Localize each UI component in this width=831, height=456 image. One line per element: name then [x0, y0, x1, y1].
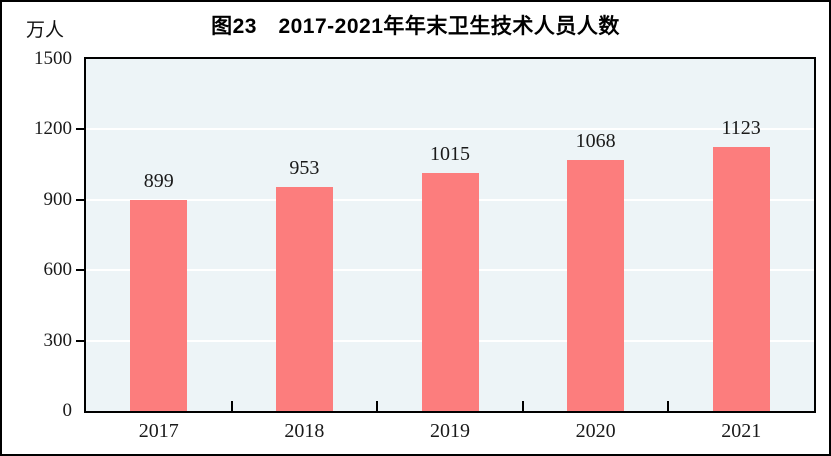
y-axis-tick-label: 1500 — [34, 48, 72, 69]
bar-2021 — [712, 147, 770, 411]
bar-value-label: 1015 — [430, 142, 470, 165]
y-axis-tick-label: 1200 — [34, 118, 72, 140]
y-axis-unit-label: 万人 — [26, 20, 65, 41]
y-axis-tick — [76, 339, 85, 342]
x-axis-label-2021: 2021 — [721, 420, 762, 442]
bar-2017 — [130, 200, 188, 411]
y-axis-tick-label: 0 — [62, 400, 73, 421]
gridline-1200 — [86, 128, 814, 131]
y-axis-tick-label: 900 — [43, 188, 73, 210]
y-axis-tick-label: 300 — [43, 329, 73, 351]
bar-value-label: 953 — [289, 157, 320, 180]
bar-2019 — [421, 172, 479, 411]
y-axis-tick — [76, 198, 85, 201]
y-axis-tick — [76, 128, 85, 131]
bar-2020 — [567, 160, 625, 411]
bar-value-label: 1068 — [575, 130, 616, 153]
bar-2018 — [275, 187, 333, 411]
x-axis-tick — [376, 401, 379, 411]
x-axis-label-2020: 2020 — [575, 420, 616, 442]
bar-value-label: 1123 — [721, 117, 761, 140]
x-axis-tick — [667, 401, 670, 411]
bar-value-label: 899 — [143, 170, 174, 193]
chart-title: 图23 2017-2021年年末卫生技术人员人数 — [211, 15, 620, 38]
x-axis-tick — [521, 401, 524, 411]
x-axis-label-2019: 2019 — [429, 420, 470, 442]
x-axis-tick — [230, 401, 233, 411]
y-axis-tick — [76, 269, 85, 272]
y-axis-tick-label: 600 — [43, 259, 73, 281]
plot-area: 899 953 1015 1068 1123 — [84, 57, 816, 413]
x-axis-label-2018: 2018 — [284, 420, 325, 442]
x-axis-label-2017: 2017 — [138, 420, 179, 442]
